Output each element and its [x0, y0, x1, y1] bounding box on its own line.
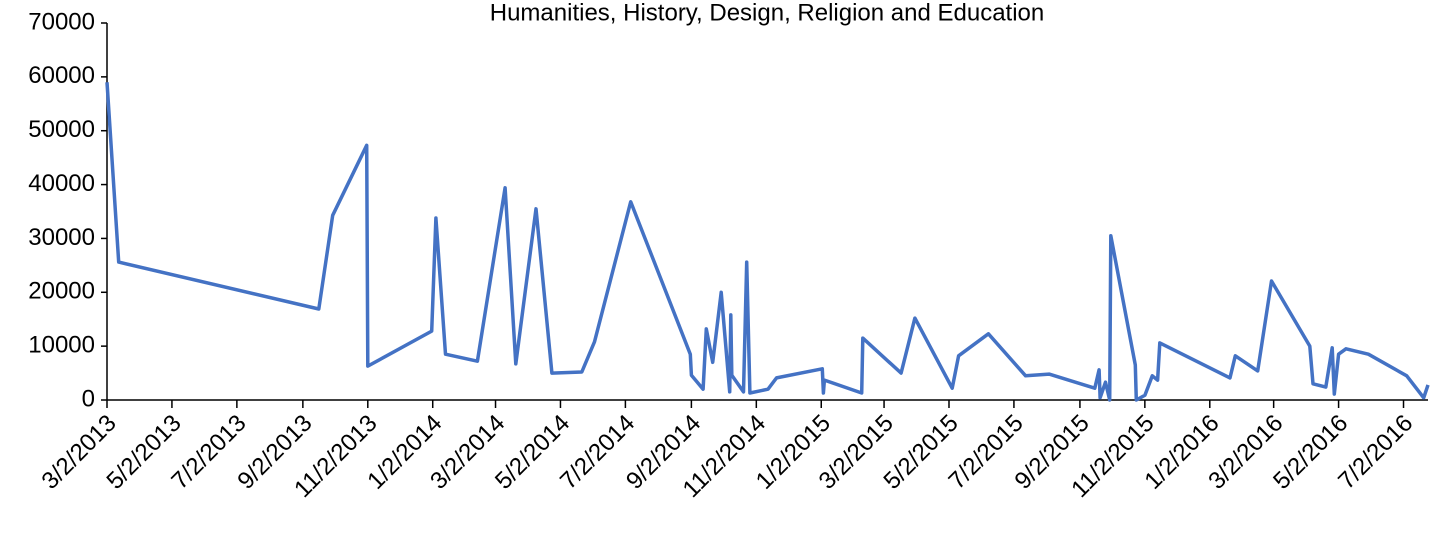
- y-tick-label: 10000: [28, 331, 95, 358]
- y-tick-label: 50000: [28, 116, 95, 143]
- y-tick-label: 0: [82, 385, 95, 412]
- data-line: [105, 82, 1430, 402]
- y-tick-label: 70000: [28, 8, 95, 35]
- y-tick-label: 20000: [28, 278, 95, 305]
- y-tick-label: 30000: [28, 224, 95, 251]
- y-tick-label: 60000: [28, 62, 95, 89]
- y-tick-label: 40000: [28, 170, 95, 197]
- chart-title: Humanities, History, Design, Religion an…: [490, 0, 1045, 26]
